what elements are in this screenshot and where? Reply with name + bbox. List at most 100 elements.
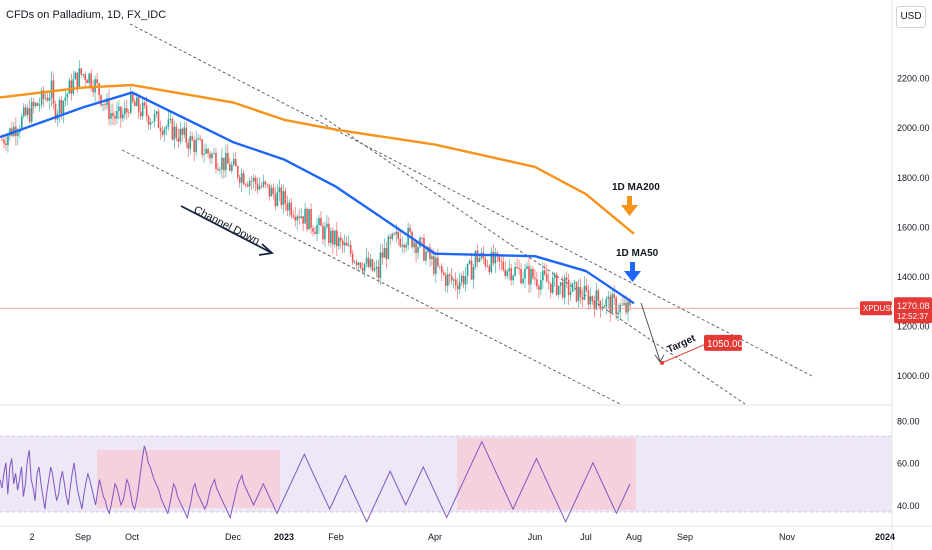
candle-body xyxy=(530,268,532,285)
candle-body xyxy=(389,236,392,239)
candle-body xyxy=(458,281,461,290)
time-tick-label: 2023 xyxy=(274,532,294,542)
candle-body xyxy=(351,253,354,263)
candle-body xyxy=(129,93,132,113)
candle-body xyxy=(549,283,552,293)
candle-body xyxy=(585,285,588,291)
candle-body xyxy=(211,153,213,159)
candle-body xyxy=(538,286,540,290)
candle-body xyxy=(571,283,574,292)
candle-body xyxy=(296,216,298,221)
candle-body xyxy=(456,285,459,290)
candle-body xyxy=(44,97,47,99)
candle-body xyxy=(534,277,536,280)
candle-body xyxy=(26,108,29,116)
target-badge xyxy=(704,334,742,351)
candle-body xyxy=(207,149,209,154)
candle-body xyxy=(272,187,275,195)
candle-body xyxy=(110,113,112,119)
candle-body xyxy=(320,217,322,226)
candle-body xyxy=(262,181,265,187)
candle-body xyxy=(557,285,560,295)
candle-body xyxy=(268,184,271,197)
candle-body xyxy=(379,252,382,279)
candle-body xyxy=(516,267,518,269)
candle-body xyxy=(454,279,457,286)
candle-body xyxy=(197,138,199,140)
candle-body xyxy=(553,274,556,278)
candle-body xyxy=(300,216,302,219)
candle-body xyxy=(520,269,522,284)
candle-body xyxy=(86,80,88,84)
candle-body xyxy=(437,257,439,267)
candle-body xyxy=(365,257,368,264)
candle-body xyxy=(234,159,237,167)
candle-body xyxy=(544,270,546,275)
ma200-label: 1D MA200 xyxy=(612,182,660,193)
candle-body xyxy=(478,258,481,262)
candle-body xyxy=(577,287,580,302)
candle-body xyxy=(494,252,497,264)
candle-body xyxy=(442,272,445,275)
candle-body xyxy=(36,103,39,106)
candle-body xyxy=(195,139,197,153)
price-tick-label: 1000.00 xyxy=(897,371,930,381)
candle-body xyxy=(21,116,23,130)
candle-body xyxy=(336,230,338,247)
candle-body xyxy=(22,107,25,117)
candle-body xyxy=(5,143,7,146)
candle-body xyxy=(116,111,118,119)
candle-body xyxy=(145,105,148,116)
candle-body xyxy=(248,180,251,187)
candle-body xyxy=(607,296,610,299)
candle-body xyxy=(391,233,394,239)
candle-body xyxy=(373,268,376,271)
candle-body xyxy=(339,237,342,241)
candle-body xyxy=(444,274,447,286)
rsi-tick-label: 40.00 xyxy=(897,501,920,511)
candle-body xyxy=(621,304,623,306)
candle-body xyxy=(435,257,437,274)
candle-body xyxy=(446,274,449,286)
time-tick-label: Feb xyxy=(328,532,344,542)
candle-body xyxy=(377,266,380,279)
candle-body xyxy=(318,217,320,225)
candle-body xyxy=(135,97,138,107)
candle-body xyxy=(466,263,469,277)
candle-body xyxy=(345,242,348,246)
candle-body xyxy=(274,194,277,207)
candle-body xyxy=(399,238,402,247)
candle-body xyxy=(122,114,124,119)
candle-body xyxy=(254,177,257,184)
candle-body xyxy=(363,263,366,272)
candle-body xyxy=(375,266,378,269)
candle-body xyxy=(532,268,534,278)
candle-body xyxy=(306,208,308,230)
candle-body xyxy=(1,139,3,141)
candle-body xyxy=(330,230,332,244)
candle-body xyxy=(38,104,41,106)
candle-body xyxy=(629,301,631,306)
candle-body xyxy=(302,216,304,224)
candle-body xyxy=(417,247,419,253)
candle-body xyxy=(310,209,312,228)
candle-body xyxy=(270,187,273,197)
price-tick-label: 2200.00 xyxy=(897,74,930,84)
candle-body xyxy=(381,252,384,258)
candle-body xyxy=(433,256,435,274)
target-point xyxy=(660,360,664,365)
candle-body xyxy=(460,275,463,282)
candle-body xyxy=(189,136,192,149)
currency-button[interactable]: USD xyxy=(896,6,926,28)
candle-body xyxy=(48,97,51,101)
candle-body xyxy=(512,275,514,281)
candle-body xyxy=(583,285,586,300)
price-tick-label: 1200.00 xyxy=(897,322,930,332)
candle-body xyxy=(92,87,94,93)
candle-body xyxy=(546,274,548,282)
candle-body xyxy=(627,301,629,313)
candle-body xyxy=(490,251,493,273)
candle-body xyxy=(165,126,168,129)
candle-body xyxy=(290,202,293,216)
